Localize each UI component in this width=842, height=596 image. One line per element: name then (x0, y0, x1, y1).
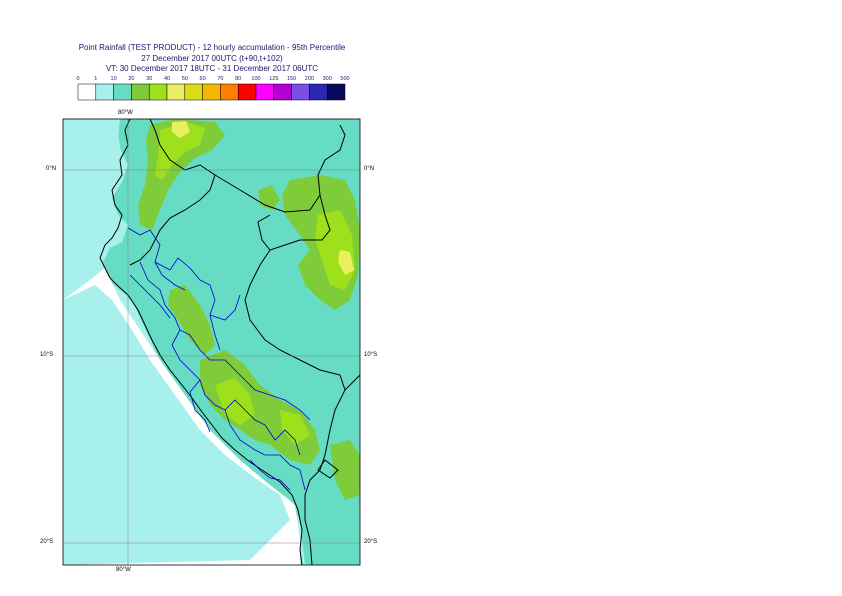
legend-tick-label: 200 (305, 76, 314, 82)
lat-label-10-right: 10°S (364, 352, 378, 358)
lon-label-bottom: 80°W (116, 567, 131, 573)
legend-tick-label: 20 (128, 76, 134, 82)
country-borders (129, 119, 360, 565)
lat-label-20-right: 20°S (364, 539, 378, 545)
legend-tick-label: 1 (94, 76, 97, 82)
legend-tick-label: 0 (76, 76, 79, 82)
legend-swatch (326, 83, 346, 101)
legend-tick-label: 10 (111, 76, 117, 82)
legend-tick-label: 100 (251, 76, 260, 82)
lat-label-0-right: 0°N (364, 166, 375, 172)
lat-label-0-left: 0°N (46, 166, 57, 172)
forecast-run: 27 December 2017 00UTC (t+90,t+102) (141, 54, 283, 63)
legend-tick-label: 60 (200, 76, 206, 82)
legend-tick-label: 150 (287, 76, 296, 82)
lat-label-20-left: 20°S (40, 539, 54, 545)
legend-tick-label: 70 (217, 76, 223, 82)
ocean-near-coast (63, 119, 122, 290)
legend-tick-label: 80 (235, 76, 241, 82)
legend-tick-label: 40 (164, 76, 170, 82)
very-heavy-rain-areas (172, 121, 354, 275)
chart-title: Point Rainfall (TEST PRODUCT) - 12 hourl… (78, 43, 346, 52)
map-frame (62, 118, 361, 566)
valid-time: VT: 30 December 2017 18UTC - 31 December… (105, 64, 319, 73)
ocean-south (63, 285, 290, 565)
lon-label-top: 80°W (118, 110, 133, 116)
lat-label-10-left: 10°S (40, 352, 54, 358)
color-legend: 0 1 10 20 30 40 50 60 70 80 100 125 150 200 300 500 (76, 76, 350, 101)
coastline (99, 119, 303, 565)
legend-tick-label: 50 (182, 76, 188, 82)
legend-tick-label: 125 (269, 76, 278, 82)
graticule (63, 119, 360, 565)
region-borders (127, 227, 311, 491)
legend-tick-label: 300 (323, 76, 332, 82)
legend-tick-label: 30 (146, 76, 152, 82)
legend-tick-label: 500 (340, 76, 349, 82)
